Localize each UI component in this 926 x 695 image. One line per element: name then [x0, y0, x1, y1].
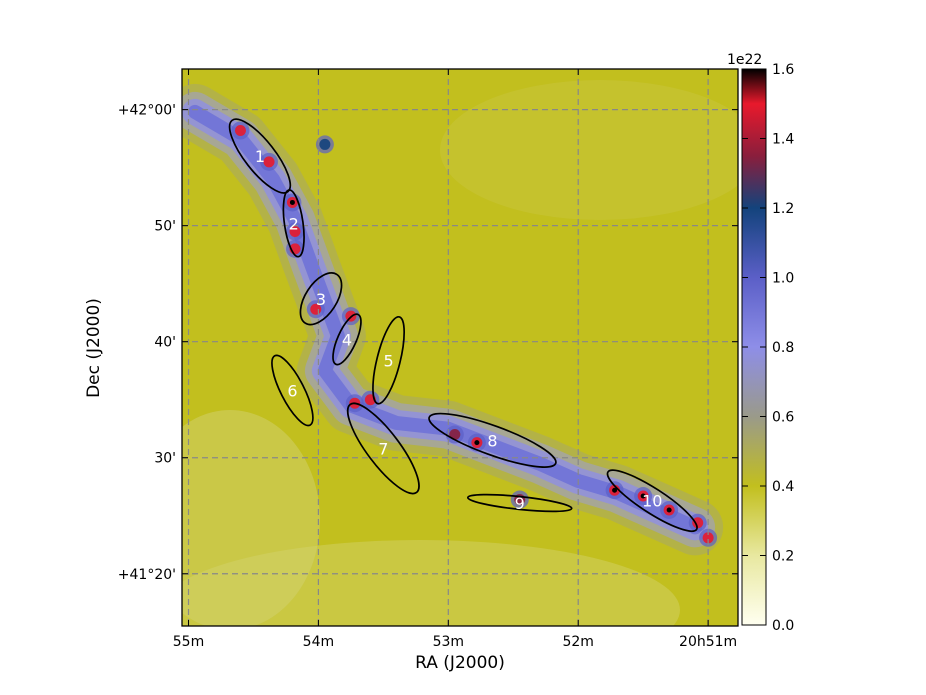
region-label: 6: [287, 381, 297, 400]
region-ellipses: 1 2 3 4 5 6 7 8 9 10: [228, 118, 698, 533]
y-tick-label: 40': [154, 335, 176, 351]
colorbar-tick-label: 0.2: [772, 549, 794, 565]
colorbar: 0.0 0.2 0.4 0.6 0.8 1.0 1.2 1.4 1.6 1e22: [727, 52, 794, 634]
x-tick-label: 52m: [562, 634, 593, 650]
core-center: [612, 487, 618, 493]
core-peak: [702, 532, 714, 544]
core-center: [474, 440, 480, 446]
colorbar-tick-label: 0.6: [772, 410, 794, 426]
core-peak: [289, 225, 301, 237]
region-ellipse: [606, 469, 698, 533]
region-ellipse: [299, 272, 343, 326]
region-label: 1: [255, 147, 265, 166]
core-peak: [319, 138, 331, 150]
region-label: 8: [487, 431, 497, 450]
core-peak: [692, 517, 704, 529]
colorbar-scale-label: 1e22: [727, 52, 762, 68]
dense-cores: [231, 121, 718, 547]
region-label: 5: [383, 351, 393, 370]
region-ellipse: [228, 118, 292, 194]
colorbar-tick-label: 0.0: [772, 618, 794, 634]
region-ellipse: [332, 313, 362, 366]
region-label: 9: [515, 494, 525, 513]
colorbar-tick-label: 1.2: [772, 201, 794, 217]
region-ellipse: [271, 354, 314, 427]
region-ellipse: [346, 402, 420, 495]
colorbar-tick-label: 1.0: [772, 271, 794, 287]
core-peak: [449, 429, 461, 441]
core-center: [640, 493, 646, 499]
region-label: 4: [342, 330, 352, 349]
core-center: [289, 199, 295, 205]
x-tick-label: 53m: [433, 634, 464, 650]
y-tick-label: 50': [154, 219, 176, 235]
region-label: 2: [289, 214, 299, 233]
region-ellipse: [428, 412, 557, 468]
background-low-region: [182, 410, 320, 626]
background-low-region: [440, 80, 738, 220]
core-peak: [234, 125, 246, 137]
coordinate-grid: [182, 69, 738, 626]
colorbar-tick-label: 1.6: [772, 62, 794, 78]
y-tick-label: +41°20': [118, 567, 176, 583]
region-label: 10: [642, 492, 662, 511]
x-tick-label: 20h51m: [679, 634, 737, 650]
core-peak: [263, 156, 275, 168]
x-tick-label: 55m: [173, 634, 204, 650]
region-label: 3: [316, 290, 326, 309]
colorbar-tick-label: 0.4: [772, 479, 794, 495]
region-label: 7: [378, 439, 388, 458]
y-tick-label: 30': [154, 451, 176, 467]
colorbar-ticks: 0.0 0.2 0.4 0.6 0.8 1.0 1.2 1.4 1.6: [742, 62, 794, 634]
region-ellipse: [466, 493, 573, 513]
y-tick-label: +42°00': [118, 103, 176, 119]
column-density-map: 1 2 3 4 5 6 7 8 9 10: [182, 69, 738, 626]
region-ellipse: [372, 315, 406, 405]
region-ellipse: [282, 189, 305, 258]
colorbar-tick-label: 0.8: [772, 340, 794, 356]
core-center: [666, 507, 672, 513]
y-axis-title: Dec (J2000): [84, 298, 104, 398]
axis-ticks: 55m 54m 53m 52m 20h51m +41°20' 30' 40' 50' +42°00…: [118, 69, 738, 650]
x-tick-label: 54m: [303, 634, 334, 650]
plot-frame: [181, 68, 739, 627]
x-axis-title: RA (J2000): [415, 653, 505, 673]
colorbar-tick-label: 1.4: [772, 132, 794, 148]
